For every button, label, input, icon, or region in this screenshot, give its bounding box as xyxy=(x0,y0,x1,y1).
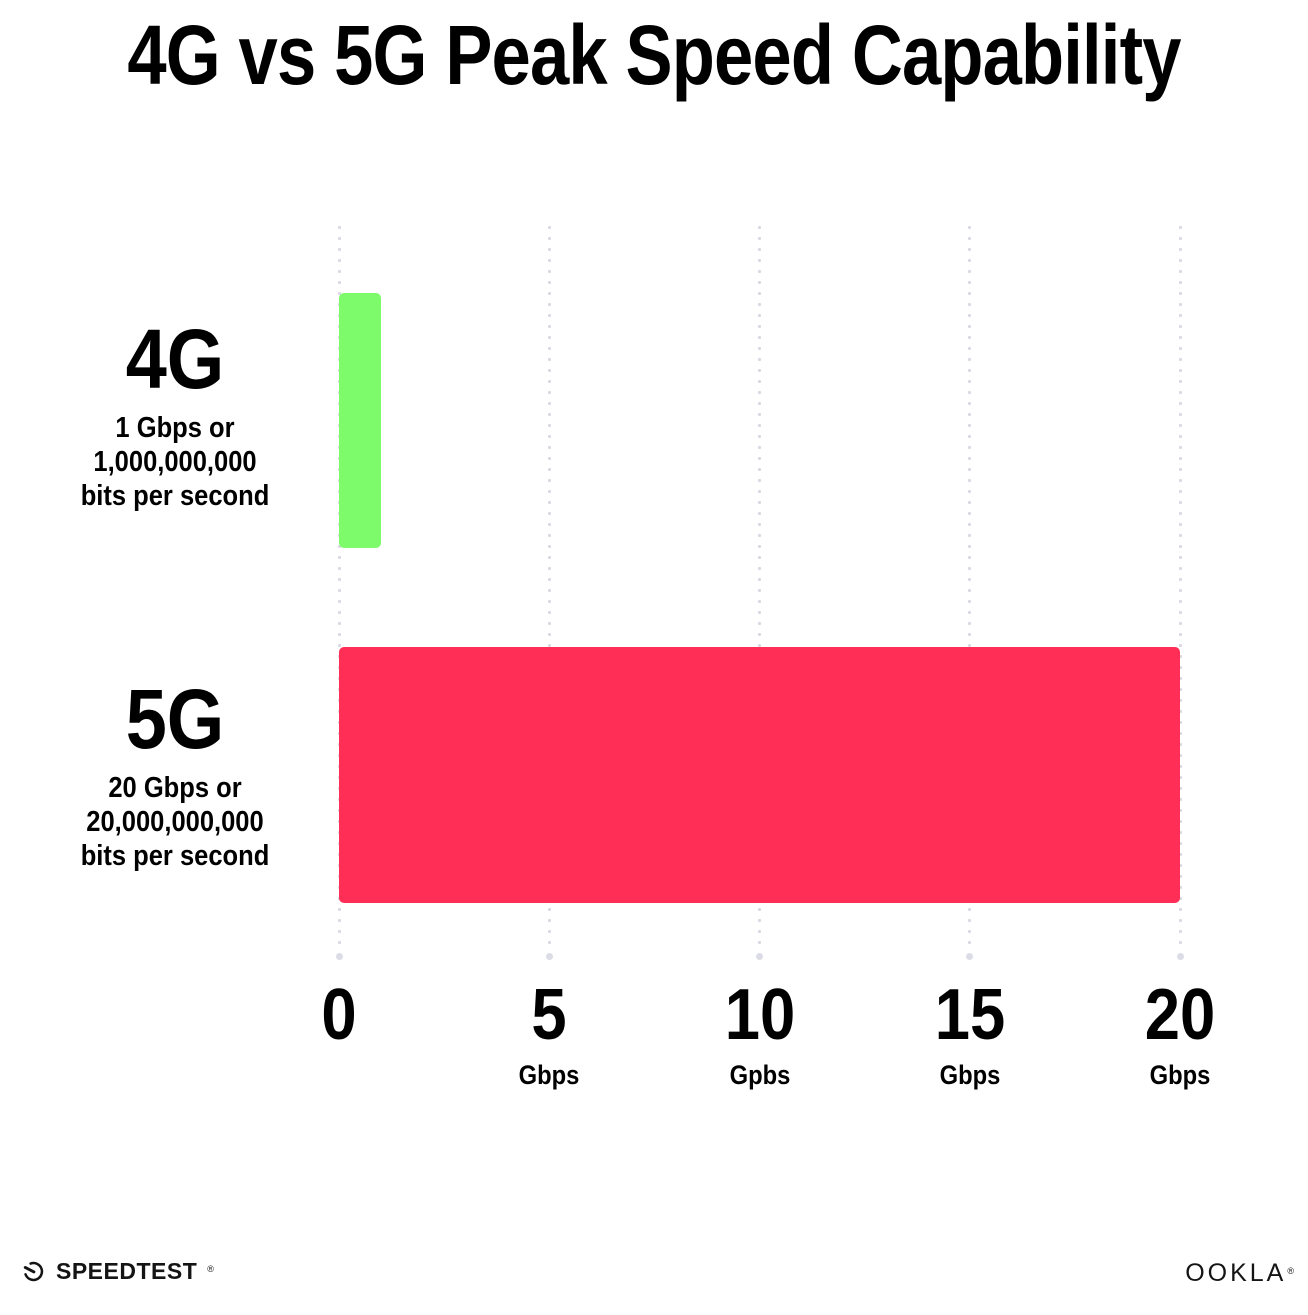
x-tick-label-20: 20 Gbps xyxy=(1145,978,1215,1090)
ookla-trademark: ® xyxy=(1287,1266,1297,1276)
desc-line: 20 Gbps or xyxy=(108,772,242,804)
gridline xyxy=(758,222,761,948)
speedtest-logo: SPEEDTEST ® xyxy=(20,1256,214,1286)
desc-line: 1,000,000,000 xyxy=(93,446,257,478)
gridline xyxy=(1178,222,1182,948)
x-tick-value: 0 xyxy=(321,975,357,1055)
gridline-end-dot xyxy=(545,952,553,960)
desc-line: bits per second xyxy=(80,840,270,872)
gridline xyxy=(547,222,551,948)
category-label-4g: 4G 1 Gbps or 1,000,000,000 bits per seco… xyxy=(43,316,307,513)
x-tick-unit: Gbps xyxy=(518,1060,580,1090)
desc-line: 1 Gbps or xyxy=(115,412,235,444)
category-desc-5g: 20 Gbps or 20,000,000,000 bits per secon… xyxy=(43,771,307,873)
speedtest-gauge-icon xyxy=(23,1261,44,1281)
x-tick-unit: Gbps xyxy=(1149,1060,1211,1090)
gridline-end-dot xyxy=(966,952,974,960)
x-tick-label-10: 10 Gpbs xyxy=(724,978,794,1090)
x-tick-label-15: 15 Gbps xyxy=(935,978,1005,1090)
ookla-wordmark: OOKLA xyxy=(1185,1259,1287,1287)
gridline-end-dot xyxy=(1176,952,1184,960)
gridline xyxy=(337,222,341,948)
x-tick-value: 20 xyxy=(1144,975,1216,1055)
gridline-end-dot xyxy=(756,952,763,960)
x-tick-unit: Gbps xyxy=(939,1060,1001,1090)
desc-line: 20,000,000,000 xyxy=(86,806,264,838)
speedtest-trademark: ® xyxy=(207,1264,214,1274)
ookla-logo: OOKLA® xyxy=(1185,1258,1296,1288)
x-tick-value: 5 xyxy=(531,975,567,1055)
chart-title: 4G vs 5G Peak Speed Capability xyxy=(127,8,1181,102)
x-tick-label-5: 5 Gbps xyxy=(519,978,580,1090)
category-name-5g: 5G xyxy=(125,672,225,766)
category-desc-4g: 1 Gbps or 1,000,000,000 bits per second xyxy=(43,411,307,513)
gridline-end-dot xyxy=(335,952,343,960)
x-tick-value: 15 xyxy=(934,975,1005,1055)
x-tick-label-0: 0 xyxy=(321,978,356,1052)
desc-line: bits per second xyxy=(80,480,270,512)
bar-4g xyxy=(339,293,382,548)
speedtest-wordmark: SPEEDTEST xyxy=(56,1258,198,1284)
x-tick-value: 10 xyxy=(724,975,795,1055)
category-label-5g: 5G 20 Gbps or 20,000,000,000 bits per se… xyxy=(43,676,307,873)
category-name-4g: 4G xyxy=(125,312,225,406)
x-tick-unit: Gpbs xyxy=(729,1060,790,1090)
bar-5g xyxy=(339,647,1180,903)
gridline xyxy=(968,222,972,948)
